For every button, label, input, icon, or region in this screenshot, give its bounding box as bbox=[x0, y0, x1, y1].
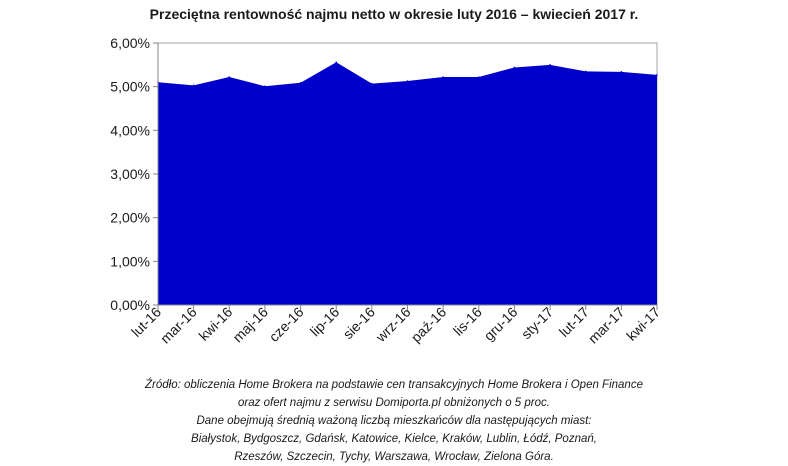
data-point bbox=[192, 84, 195, 87]
data-point bbox=[549, 64, 551, 66]
data-point bbox=[299, 81, 302, 84]
data-point bbox=[513, 66, 516, 69]
chart-title: Przeciętna rentowność najmu netto w okre… bbox=[149, 6, 639, 22]
x-tick-label: lis-16 bbox=[450, 304, 485, 339]
data-point bbox=[335, 61, 338, 64]
source-line-2: oraz ofert najmu z serwisu Domiporta.pl … bbox=[238, 397, 550, 409]
data-point bbox=[264, 85, 266, 88]
source-line-4: Białystok, Bydgoszcz, Gdańsk, Katowice, … bbox=[191, 433, 597, 445]
y-tick-label: 2,00% bbox=[110, 210, 150, 226]
y-tick-label: 5,00% bbox=[110, 79, 150, 95]
x-tick-label: mar-16 bbox=[157, 304, 200, 347]
x-tick-label: sie-16 bbox=[340, 304, 378, 342]
data-point bbox=[656, 74, 658, 76]
source-line-1: Źródło: obliczenia Home Brokera na podst… bbox=[145, 379, 643, 391]
data-point bbox=[228, 76, 231, 78]
data-point bbox=[477, 76, 480, 78]
data-point bbox=[406, 80, 409, 82]
y-tick-label: 0,00% bbox=[110, 297, 150, 313]
data-point bbox=[442, 76, 444, 78]
data-point bbox=[371, 82, 373, 85]
source-note: Źródło: obliczenia Home Brokera na podst… bbox=[0, 376, 788, 466]
x-tick-label: mar-17 bbox=[585, 304, 628, 347]
data-point bbox=[584, 70, 587, 73]
data-point bbox=[620, 71, 623, 73]
source-line-5: Rzeszów, Szczecin, Tychy, Warszawa, Wroc… bbox=[234, 451, 554, 463]
x-tick-label: maj-16 bbox=[229, 304, 271, 346]
x-tick-label: sty-17 bbox=[518, 304, 556, 342]
x-tick-label: gru-16 bbox=[481, 304, 521, 344]
x-tick-label: kwi-16 bbox=[195, 304, 235, 344]
source-line-3: Dane obejmują średnią ważoną liczbą mies… bbox=[196, 415, 592, 427]
x-tick-label: lip-16 bbox=[307, 304, 343, 340]
y-tick-label: 4,00% bbox=[110, 122, 150, 138]
y-tick-label: 1,00% bbox=[110, 253, 150, 269]
y-tick-label: 3,00% bbox=[110, 166, 150, 182]
y-tick-label: 6,00% bbox=[110, 35, 150, 51]
area-chart: 0,00%1,00%2,00%3,00%4,00%5,00%6,00%lut-1… bbox=[110, 35, 663, 347]
x-tick-label: cze-16 bbox=[266, 304, 307, 345]
x-tick-label: wrz-16 bbox=[372, 304, 414, 346]
area-series-fill bbox=[158, 62, 657, 306]
x-tick-label: paź-16 bbox=[408, 304, 450, 346]
x-tick-label: kwi-17 bbox=[623, 304, 663, 344]
